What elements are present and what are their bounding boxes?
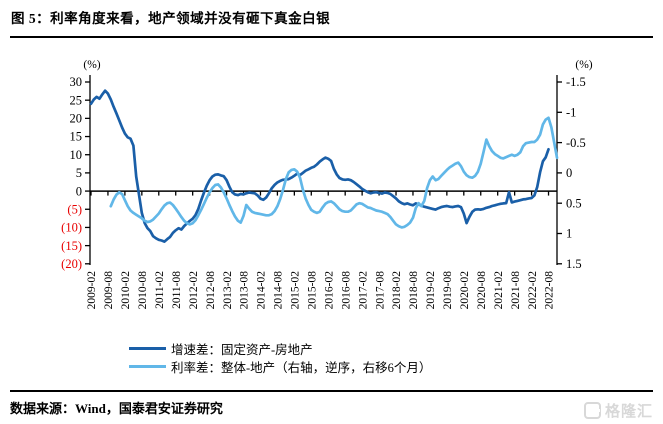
- x-axis-tick-label: 2020-02: [459, 271, 471, 310]
- gelonghui-logo-text: 格隆汇: [604, 404, 653, 420]
- x-axis-tick-label: 2018-02: [391, 271, 403, 310]
- x-axis-tick-label: 2022-08: [544, 271, 556, 310]
- title-underline: 图 5：利率角度来看，地产领域并没有砸下真金白银: [10, 0, 653, 38]
- left-axis-tick-label: 5: [76, 166, 82, 180]
- dark-line-swatch: [129, 346, 166, 350]
- left-axis-tick-label: (5): [67, 202, 82, 216]
- left-axis-unit: (%): [83, 59, 100, 71]
- x-axis-tick-label: 2016-08: [340, 271, 352, 310]
- x-axis-tick-label: 2014-02: [256, 271, 268, 310]
- x-axis-tick-label: 2011-02: [154, 271, 166, 309]
- x-axis-tick-label: 2010-08: [137, 271, 149, 310]
- x-axis-tick-label: 2019-08: [442, 271, 454, 310]
- footer: 数据来源：Wind，国泰君安证券研究 格隆汇: [10, 390, 653, 421]
- x-axis-tick-label: 2012-02: [188, 271, 200, 310]
- rate-gap-line: [109, 116, 559, 229]
- x-axis-tick-label: 2017-08: [374, 271, 386, 310]
- legend-item-growth-gap: 增速差：固定资产-房地产: [129, 339, 431, 357]
- right-axis-tick-label: -1.5: [566, 75, 586, 89]
- growth-gap-line: [89, 89, 550, 243]
- x-axis-tick-label: 2019-02: [425, 271, 437, 310]
- x-axis-tick-label: 2015-02: [290, 271, 302, 310]
- x-axis-tick-label: 2014-08: [273, 271, 285, 310]
- x-axis-tick-label: 2016-02: [323, 271, 335, 310]
- x-axis-tick-label: 2013-02: [222, 271, 234, 310]
- chart-legend: 增速差：固定资产-房地产 利率差：整体-地产（右轴，逆序，右移6个月）: [129, 339, 431, 375]
- left-axis-tick-label: (15): [61, 239, 82, 253]
- x-axis-tick-label: 2009-02: [86, 271, 98, 310]
- x-axis-tick-label: 2015-08: [306, 271, 318, 310]
- x-axis-tick-label: 2021-08: [510, 271, 522, 310]
- right-axis-unit: (%): [575, 59, 592, 71]
- left-axis-tick-label: 25: [70, 93, 83, 107]
- right-axis-tick-label: -1: [566, 106, 576, 120]
- legend-label-growth-gap: 增速差：固定资产-房地产: [171, 342, 313, 357]
- x-axis-tick-label: 2010-02: [120, 271, 132, 310]
- left-axis-tick-label: 30: [70, 75, 83, 89]
- right-axis-tick-label: 0.5: [566, 196, 582, 210]
- gelonghui-logo: 格隆汇: [583, 400, 653, 421]
- right-axis-tick-label: 1: [566, 227, 572, 241]
- left-axis-tick-label: 15: [70, 130, 83, 144]
- left-axis-tick-label: 10: [70, 148, 83, 162]
- x-axis-tick-label: 2018-08: [408, 271, 420, 310]
- left-axis-tick-label: 0: [76, 184, 82, 198]
- right-axis-tick-label: -0.5: [566, 136, 586, 150]
- left-axis-tick-label: (10): [61, 221, 82, 235]
- left-axis-tick-label: (20): [61, 257, 82, 271]
- x-axis-tick-label: 2013-08: [239, 271, 251, 310]
- data-source-note: 数据来源：Wind，国泰君安证券研究: [10, 401, 223, 416]
- x-axis-tick-label: 2012-08: [205, 271, 217, 310]
- x-axis-tick-label: 2020-08: [476, 271, 488, 310]
- legend-item-rate-gap: 利率差：整体-地产（右轴，逆序，右移6个月）: [129, 357, 431, 375]
- left-axis-tick-label: 20: [70, 112, 83, 126]
- x-axis-tick-label: 2009-08: [103, 271, 115, 310]
- x-axis-tick-label: 2011-08: [171, 271, 183, 309]
- x-axis-tick-label: 2021-02: [493, 271, 505, 310]
- light-line-swatch: [129, 364, 166, 368]
- legend-label-rate-gap: 利率差：整体-地产（右轴，逆序，右移6个月）: [171, 360, 432, 375]
- figure-title: 图 5：利率角度来看，地产领域并没有砸下真金白银: [11, 11, 331, 26]
- right-axis-tick-label: 1.5: [566, 257, 582, 271]
- gelonghui-logo-icon: [583, 402, 601, 419]
- x-axis-tick-label: 2022-02: [527, 271, 539, 310]
- right-axis-tick-label: 0: [566, 166, 572, 180]
- x-axis-tick-label: 2017-02: [357, 271, 369, 310]
